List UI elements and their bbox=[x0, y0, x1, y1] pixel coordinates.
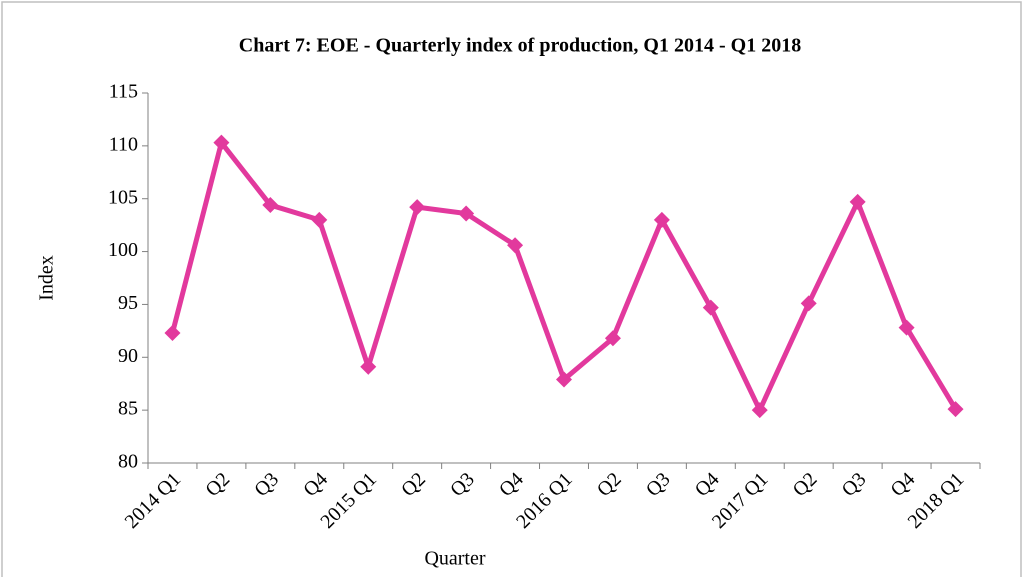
point-marker bbox=[164, 324, 181, 341]
point-marker bbox=[947, 401, 964, 418]
x-tick-label: Q4 bbox=[887, 468, 920, 501]
point-marker bbox=[262, 197, 279, 214]
point-marker bbox=[849, 193, 866, 210]
chart-title: Chart 7: EOE - Quarterly index of produc… bbox=[239, 35, 801, 57]
x-tick-label: Q2 bbox=[397, 468, 430, 501]
point-marker bbox=[360, 358, 377, 375]
point-marker bbox=[409, 199, 426, 216]
x-axis-label: Quarter bbox=[424, 548, 485, 570]
point-marker bbox=[507, 237, 524, 254]
y-axis-label: Index bbox=[36, 255, 58, 301]
y-tick-label: 115 bbox=[109, 81, 138, 103]
point-marker bbox=[898, 319, 915, 336]
x-tick-label: Q4 bbox=[299, 468, 332, 501]
x-tick-label: Q4 bbox=[495, 468, 528, 501]
y-tick-label: 85 bbox=[118, 398, 138, 420]
x-tick-label: Q4 bbox=[691, 468, 724, 501]
series-line bbox=[170, 137, 958, 417]
x-tick-label: Q2 bbox=[593, 468, 626, 501]
x-tick-label: Q2 bbox=[201, 468, 234, 501]
point-marker bbox=[311, 211, 328, 228]
y-tick-label: 105 bbox=[108, 186, 138, 208]
x-tick-label: Q3 bbox=[642, 468, 675, 501]
y-tick-label: 100 bbox=[108, 239, 138, 261]
y-tick-label: 95 bbox=[118, 292, 138, 314]
point-marker bbox=[604, 330, 621, 347]
point-marker bbox=[458, 205, 475, 222]
y-tick-label: 80 bbox=[118, 451, 138, 473]
point-marker bbox=[751, 402, 768, 419]
x-tick-label: Q2 bbox=[789, 468, 822, 501]
y-tick-label: 90 bbox=[118, 345, 138, 367]
x-tick-label: Q3 bbox=[838, 468, 871, 501]
point-marker bbox=[556, 371, 572, 388]
x-tick-label: Q3 bbox=[446, 468, 479, 501]
point-marker bbox=[213, 134, 230, 151]
y-tick-label: 110 bbox=[109, 133, 138, 155]
point-marker bbox=[800, 295, 817, 312]
point-marker bbox=[653, 211, 670, 228]
x-tick-label: Q3 bbox=[250, 468, 283, 501]
point-marker bbox=[702, 299, 719, 316]
x-tick-label: 2014 Q1 bbox=[121, 468, 186, 533]
